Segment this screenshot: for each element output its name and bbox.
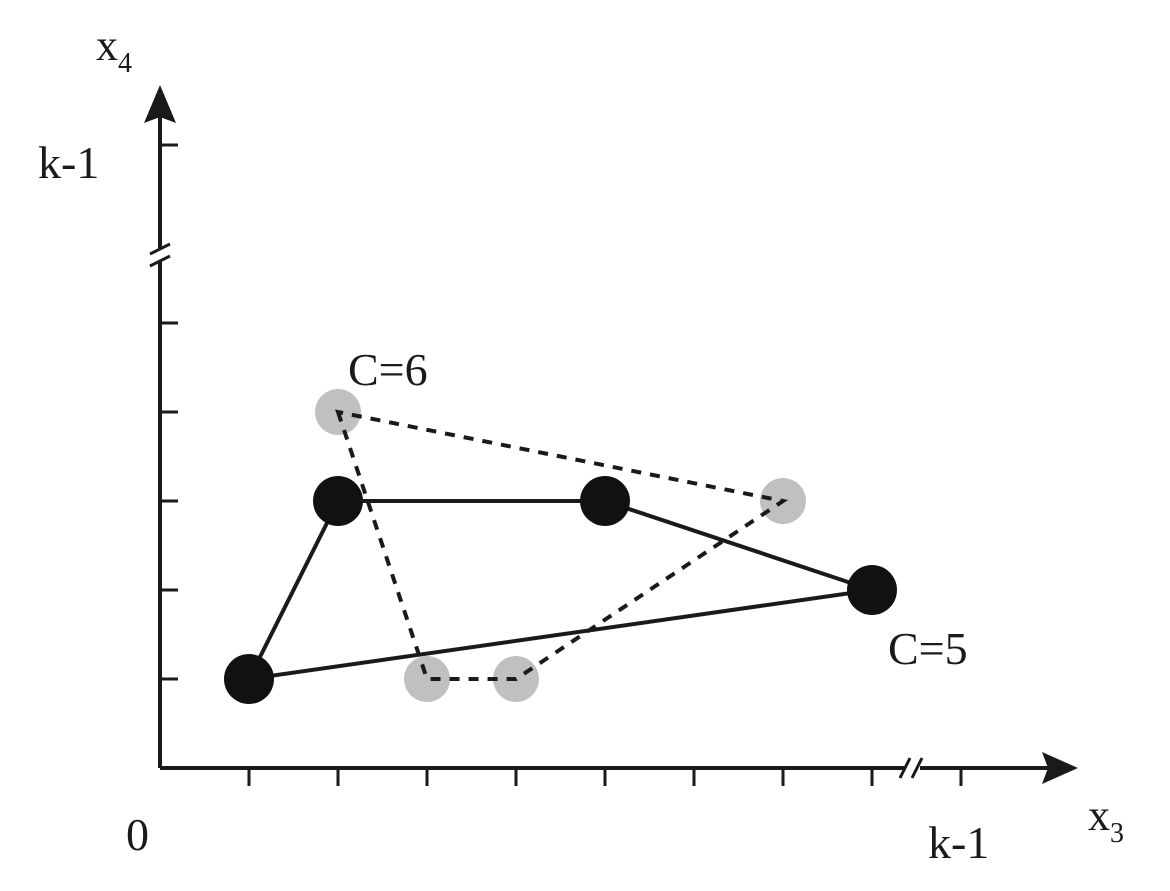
y-break-slash <box>149 242 171 256</box>
vertex <box>580 476 630 526</box>
polygon-c5 <box>224 476 897 704</box>
y-axis-break <box>149 242 171 268</box>
x-axis-label-base: x <box>1088 791 1110 840</box>
x-break-slash <box>910 757 924 779</box>
x-axis-arrowhead <box>1042 752 1078 784</box>
y-axis-label-base: x <box>96 21 118 70</box>
x-axis-label: x3 <box>1088 791 1124 849</box>
y-axis-label: x4 <box>96 21 132 79</box>
vertex <box>404 656 450 702</box>
vertex <box>847 565 897 615</box>
y-break-slash <box>149 254 171 268</box>
polygon-label-c5: C=5 <box>888 623 968 674</box>
origin-label: 0 <box>126 809 149 860</box>
vertex <box>224 654 274 704</box>
x-break-slash <box>898 757 912 779</box>
polygon-edges <box>245 499 873 682</box>
x-axis-break <box>898 757 924 779</box>
y-axis-ticks <box>160 143 178 681</box>
x-max-label: k-1 <box>928 817 989 868</box>
polygon-edges <box>335 409 789 681</box>
x-axis-ticks <box>247 768 963 786</box>
y-axis-arrowhead <box>144 85 176 123</box>
polygon-c6 <box>315 389 806 702</box>
polygons <box>224 389 897 704</box>
polygon-label-c6: C=6 <box>348 344 428 395</box>
x-axis-label-subscript: 3 <box>1110 818 1124 849</box>
y-max-label: k-1 <box>38 137 99 188</box>
vertex <box>313 476 363 526</box>
y-axis-label-subscript: 4 <box>118 48 132 79</box>
